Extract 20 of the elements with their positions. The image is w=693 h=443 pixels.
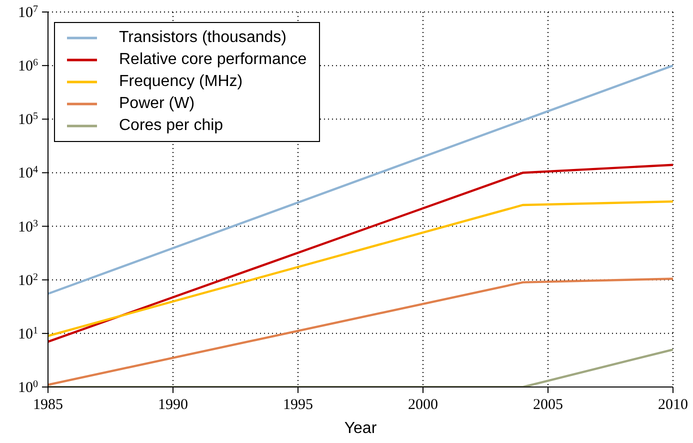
x-tick-label: 1995 xyxy=(283,397,313,413)
x-axis-title: Year xyxy=(344,420,378,437)
y-tick-label: 10$^{2}$ xyxy=(18,271,38,289)
y-tick-label: 10$^{1}$ xyxy=(18,324,38,342)
y-tick-label: 10$^{6}$ xyxy=(18,57,38,75)
x-tick-label: 1990 xyxy=(158,397,188,413)
legend-label: Frequency (MHz) xyxy=(119,72,243,92)
legend-label: Transistors (thousands) xyxy=(119,28,286,48)
legend-label: Power (W) xyxy=(119,94,195,114)
y-tick-label: 10$^{4}$ xyxy=(18,164,38,182)
x-tick-label: 2010 xyxy=(658,397,688,413)
y-tick-label: 10$^{7}$ xyxy=(18,4,38,21)
y-tick-label: 10$^{3}$ xyxy=(18,218,38,236)
x-tick-label: 1985 xyxy=(33,397,63,413)
x-tick-label: 2005 xyxy=(533,397,563,413)
legend-label: Cores per chip xyxy=(119,116,224,136)
y-tick-label: 10$^{5}$ xyxy=(18,110,38,128)
x-tick-label: 2000 xyxy=(408,397,438,413)
y-tick-label: 10$^{0}$ xyxy=(18,378,38,396)
legend-label: Relative core performance xyxy=(119,50,307,70)
